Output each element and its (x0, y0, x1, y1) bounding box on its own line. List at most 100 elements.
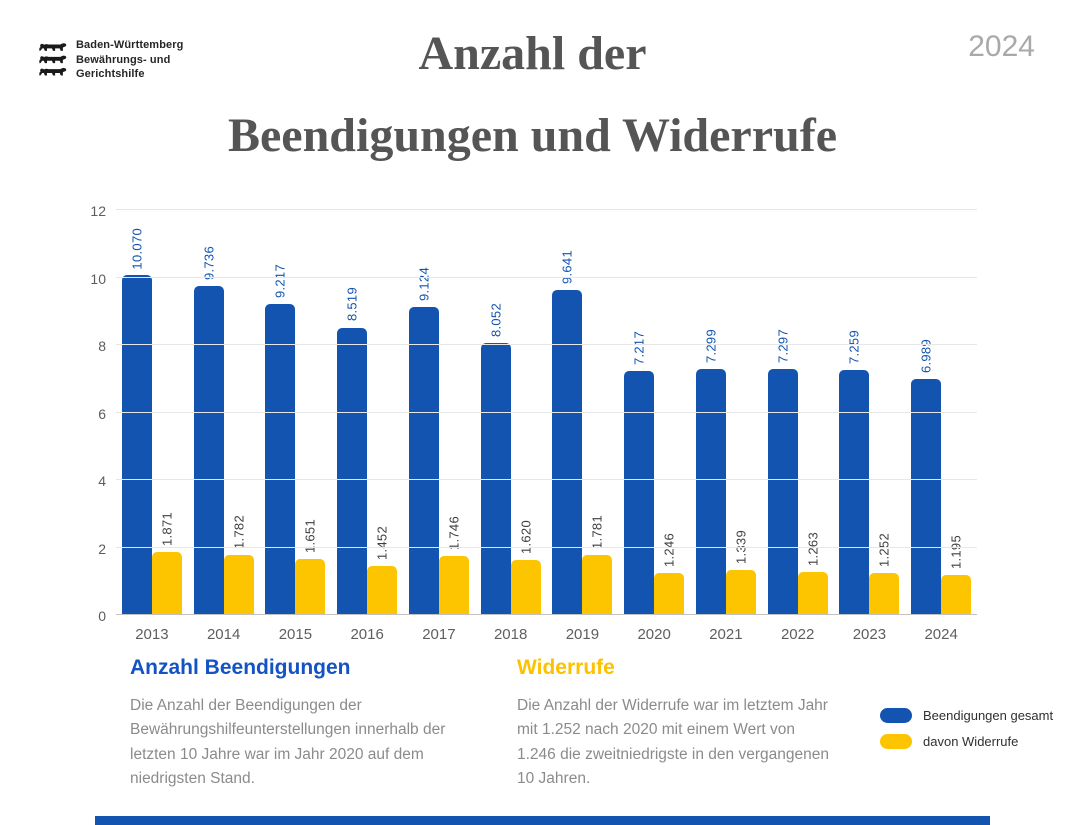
chart-legend: Beendigungen gesamt davon Widerrufe (880, 708, 1053, 749)
logo-line-2: Bewährungs- und (76, 53, 171, 66)
bar-widerrufe-2017: 1.746 (438, 516, 469, 615)
bw-logo: Baden-Württemberg Bewährungs- und Gerich… (38, 38, 183, 82)
page-title-line2: Beendigungen und Widerrufe (227, 109, 838, 162)
bar-value-label: 1.452 (374, 525, 390, 560)
legend-label: Beendigungen gesamt (923, 708, 1054, 723)
y-tick-label-2: 2 (98, 540, 106, 557)
bar-value-label: 9.217 (272, 263, 288, 298)
note-beendigungen: Anzahl Beendigungen Die Anzahl der Beend… (130, 656, 465, 792)
logo-text: Baden-Württemberg Bewährungs- und Gerich… (76, 38, 183, 82)
bar-value-label: 1.781 (589, 514, 605, 549)
note-widerrufe-heading: Widerrufe (517, 656, 615, 679)
bar-value-label: 1.871 (159, 511, 175, 546)
bar-beendigungen-2013: 10.070 (121, 228, 152, 615)
page-title-line1: Anzahl der (418, 27, 647, 80)
bar-value-label: 1.746 (446, 516, 462, 551)
bar-value-label: 9.124 (416, 267, 432, 302)
bar-value-label: 7.217 (631, 331, 647, 366)
bar-group-2014: 9.736 1.782 (188, 210, 260, 615)
logo-line-1: Baden-Württemberg (76, 39, 184, 51)
bar-value-label: 1.252 (876, 532, 892, 567)
bar-group-2024: 6.989 1.195 (905, 210, 977, 615)
bar-value-label: 1.195 (948, 534, 964, 569)
x-axis-label-2021: 2021 (709, 626, 743, 643)
bar-value-label: 8.519 (344, 287, 360, 322)
bar-value-label: 7.297 (775, 328, 791, 363)
x-axis: 2013 2014 2015 2016 2017 2018 2019 2020 2021 2022… (116, 619, 977, 647)
gridline-y12 (116, 209, 977, 210)
bar-widerrufe-2016: 1.452 (367, 526, 398, 615)
bar-widerrufe-2021: 1.339 (725, 530, 756, 615)
x-axis-label-2020: 2020 (637, 626, 671, 643)
y-tick-label-0: 0 (98, 608, 106, 624)
year-badge: 2024 (968, 30, 1035, 63)
legend-label: davon Widerrufe (923, 734, 1019, 749)
y-tick-label-4: 4 (98, 473, 106, 489)
y-tick-label-12: 12 (90, 203, 106, 219)
bar-beendigungen-2022: 7.297 (767, 329, 798, 615)
gridline-y8 (116, 344, 977, 345)
bar-beendigungen-2023: 7.259 (839, 330, 870, 615)
bar-widerrufe-2023: 1.252 (869, 533, 900, 615)
bar-group-2021: 7.299 1.339 (690, 210, 762, 615)
bar-beendigungen-2016: 8.519 (337, 287, 368, 615)
bar-group-2018: 8.052 1.620 (475, 210, 547, 615)
x-axis-label-2023: 2023 (852, 626, 887, 643)
x-axis-label-2018: 2018 (493, 626, 528, 643)
bar-widerrufe-2024: 1.195 (941, 535, 972, 615)
gridline-y4 (116, 479, 977, 480)
plot-area: 10.070 1.871 9.736 1.782 9.217 1.651 8.519 1.45… (116, 209, 977, 615)
note-beendigungen-body: Die Anzahl der Beendigungen der Bewährun… (130, 697, 446, 788)
bar-widerrufe-2020: 1.246 (654, 533, 685, 615)
bar-beendigungen-2020: 7.217 (624, 331, 655, 615)
x-axis-label-2024: 2024 (924, 626, 958, 643)
bar-value-label: 1.246 (661, 532, 677, 567)
note-widerrufe-body: Die Anzahl der Widerrufe war im letztem … (517, 697, 829, 788)
bar-beendigungen-2017: 9.124 (408, 267, 439, 615)
bar-beendigungen-2014: 9.736 (193, 246, 224, 615)
bar-group-2022: 7.297 1.263 (762, 210, 834, 615)
y-tick-label-6: 6 (98, 405, 106, 422)
bar-value-label: 9.641 (559, 249, 575, 284)
note-widerrufe: Widerrufe Die Anzahl der Widerrufe war i… (517, 656, 829, 792)
bar-value-label: 1.620 (518, 520, 534, 555)
bar-group-2020: 7.217 1.246 (618, 210, 690, 615)
bar-group-2019: 9.641 1.781 (547, 210, 619, 615)
bar-value-label: 7.259 (846, 329, 862, 364)
logo-line-3: Gerichtshilfe (76, 68, 145, 81)
bar-value-label: 8.052 (488, 303, 504, 338)
footer-accent-bar (95, 816, 990, 825)
x-axis-label-2016: 2016 (350, 626, 384, 643)
bar-widerrufe-2014: 1.782 (223, 515, 254, 615)
x-axis-label-2014: 2014 (206, 626, 241, 643)
bar-group-2017: 9.124 1.746 (403, 210, 475, 615)
bar-widerrufe-2013: 1.871 (151, 512, 182, 615)
x-axis-label-2013: 2013 (135, 626, 169, 643)
gridline-y6 (116, 411, 977, 413)
y-tick-label-10: 10 (90, 270, 106, 287)
bar-value-label: 10.070 (129, 227, 145, 270)
x-axis-label-2019: 2019 (565, 626, 600, 643)
bar-group-2013: 10.070 1.871 (116, 210, 188, 615)
bar-value-label: 1.782 (231, 514, 247, 549)
bar-value-label: 9.736 (201, 246, 217, 281)
gridline-y2 (116, 546, 977, 548)
legend-swatch (880, 734, 912, 749)
bar-value-label: 1.263 (805, 532, 821, 567)
bar-value-label: 1.651 (302, 519, 318, 554)
bar-widerrufe-2015: 1.651 (295, 519, 326, 615)
x-axis-label-2022: 2022 (780, 626, 815, 643)
gridline-y10 (116, 276, 977, 278)
legend-item-widerrufe: davon Widerrufe (880, 734, 1053, 749)
bar-widerrufe-2022: 1.263 (797, 532, 828, 615)
bar-group-2023: 7.259 1.252 (834, 210, 906, 615)
bar-group-2016: 8.519 1.452 (331, 210, 403, 615)
bar-value-label: 7.299 (703, 328, 719, 363)
bar-beendigungen-2021: 7.299 (695, 329, 726, 615)
bar-widerrufe-2019: 1.781 (582, 515, 613, 615)
gridline-y0 (116, 614, 977, 615)
bar-beendigungen-2015: 9.217 (265, 264, 296, 615)
x-axis-label-2017: 2017 (422, 626, 456, 643)
legend-item-beendigungen: Beendigungen gesamt (880, 708, 1053, 723)
note-beendigungen-heading: Anzahl Beendigungen (130, 656, 351, 679)
